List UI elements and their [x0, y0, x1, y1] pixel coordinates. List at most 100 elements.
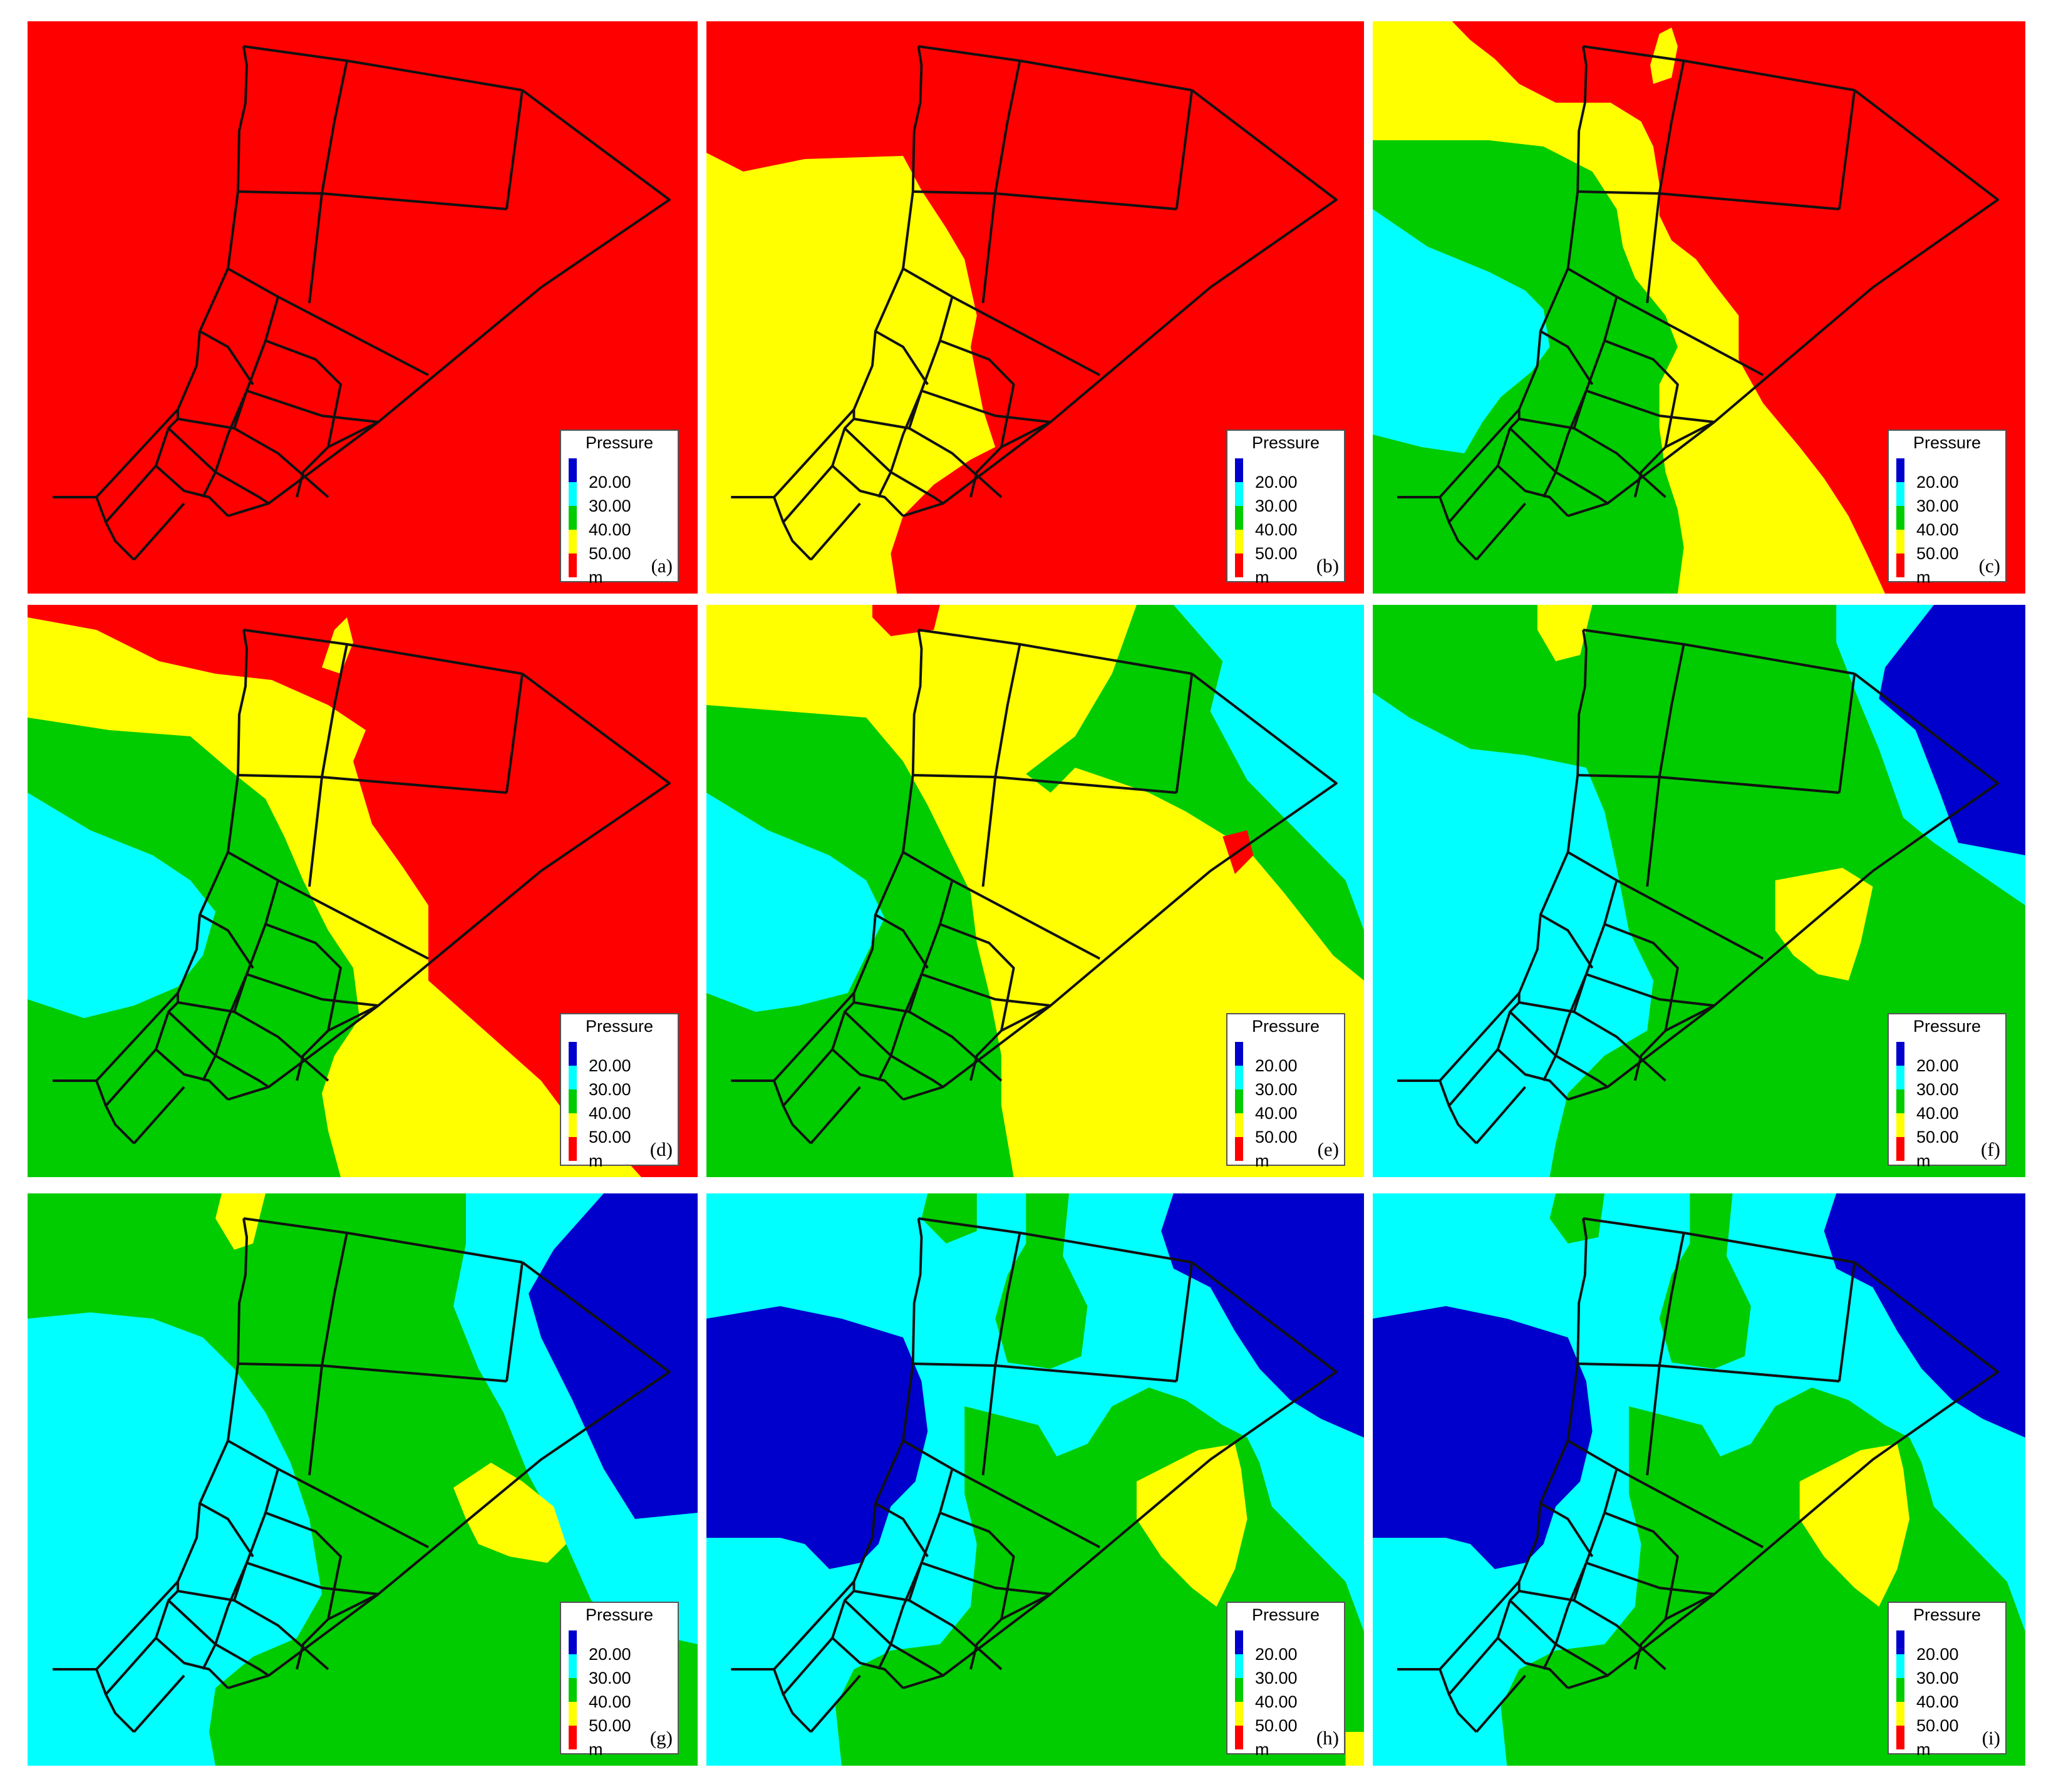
map-panel-h: Pressure 20.00 30.00 40.00 50.00 m (h): [706, 1193, 1364, 1766]
legend-color-swatch: [1896, 1042, 1904, 1066]
pipe-segment: [133, 1086, 185, 1145]
pipe-segment: [105, 465, 157, 523]
pipe-segment: [1001, 421, 1051, 448]
pipe-segment: [1583, 45, 1855, 91]
legend-tick-label: 20.00: [589, 1645, 631, 1664]
legend-color-swatch: [1235, 1113, 1243, 1137]
pipe-segment: [105, 1048, 157, 1107]
pipe-segment: [844, 1599, 944, 1677]
pipe-segment: [1586, 1562, 1715, 1595]
legend-tick-label: 40.00: [1255, 520, 1298, 539]
pipe-segment: [246, 389, 379, 423]
pipe-segment: [854, 418, 1003, 498]
pipe-segment: [505, 1262, 524, 1382]
panel-label: (h): [1316, 1727, 1339, 1749]
legend-color-swatch: [1235, 1630, 1243, 1654]
pipe-segment: [177, 1590, 329, 1671]
pipe-segment: [167, 1599, 270, 1677]
pipe-segment: [902, 89, 1338, 517]
pipe-segment: [810, 1674, 861, 1733]
pipe-segment: [1496, 629, 1588, 1050]
pipe-segment: [308, 1232, 348, 1476]
legend-color-swatch: [1896, 1702, 1904, 1726]
pipe-segment: [505, 673, 524, 793]
legend-tick-label: 20.00: [1916, 473, 1959, 492]
pipe-segment: [265, 923, 342, 1081]
legend-tick-label: 40.00: [589, 1692, 631, 1711]
pipe-segment: [1583, 1217, 1855, 1264]
pipe-segment: [877, 296, 954, 498]
legend-unit: m: [1255, 568, 1269, 587]
pipe-segment: [1539, 330, 1594, 386]
pipe-segment: [155, 1218, 248, 1639]
pipe-segment: [921, 389, 1051, 423]
pipe-segment: [95, 408, 179, 498]
pipe-segment: [328, 1004, 379, 1032]
panel-label: (e): [1317, 1138, 1339, 1160]
legend-color-swatch: [1235, 1654, 1243, 1678]
pipe-segment: [1448, 1637, 1499, 1696]
legend-tick-label: 30.00: [589, 497, 631, 515]
pipe-network: [1397, 1217, 2000, 1733]
legend-tick-label: 20.00: [589, 1056, 631, 1075]
pipe-segment: [133, 1674, 185, 1733]
pipe-segment: [202, 1468, 279, 1670]
pipe-segment: [1439, 1580, 1521, 1671]
pipe-segment: [199, 330, 254, 386]
pipe-segment: [874, 330, 929, 386]
pipe-segment: [1568, 672, 2000, 1101]
pipe-segment: [1001, 1593, 1051, 1620]
legend-unit: m: [1255, 1151, 1269, 1170]
legend-tick-label: 20.00: [1255, 1056, 1298, 1075]
legend-color-swatch: [1235, 1702, 1243, 1726]
legend-tick-label: 20.00: [1255, 473, 1298, 492]
legend-color-swatch: [569, 1089, 577, 1113]
legend-tick-label: 50.00: [589, 1716, 631, 1735]
pipe-segment: [810, 1086, 861, 1145]
legend-color-swatch: [1896, 1113, 1904, 1137]
legend-tick-label: 40.00: [1916, 520, 1959, 539]
pipe-segment: [233, 974, 248, 1012]
pressure-legend: Pressure 20.00 30.00 40.00 50.00 m (i): [1888, 1602, 2007, 1758]
legend-tick-label: 50.00: [589, 544, 631, 563]
panel-label: (d): [649, 1138, 673, 1160]
pipe-segment: [1539, 1502, 1594, 1558]
legend-unit: m: [589, 568, 603, 587]
pipe-segment: [155, 1048, 229, 1101]
pipe-segment: [912, 190, 1177, 210]
pressure-legend: Pressure 20.00 30.00 40.00 50.00 m (c): [1888, 430, 2007, 586]
map-panel-i: Pressure 20.00 30.00 40.00 50.00 m (i): [1373, 1193, 2025, 1766]
legend-color-swatch: [1896, 482, 1904, 506]
pipe-segment: [1509, 427, 1609, 505]
pipe-segment: [1578, 774, 1840, 794]
panel-label: (c): [1978, 555, 2000, 577]
panel-label: (b): [1316, 555, 1339, 577]
pipe-segment: [177, 418, 329, 498]
legend-tick-label: 30.00: [1255, 497, 1298, 515]
legend-color-swatch: [1235, 506, 1243, 530]
pipe-segment: [844, 427, 944, 505]
pipe-segment: [1542, 296, 1618, 498]
pressure-legend: Pressure 20.00 30.00 40.00 50.00 m (b): [1226, 430, 1345, 586]
pipe-segment: [1175, 90, 1194, 210]
pipe-segment: [907, 974, 923, 1012]
pipe-segment: [1001, 1004, 1051, 1032]
pressure-legend: Pressure 20.00 30.00 40.00 50.00 m (g): [560, 1602, 679, 1758]
pipe-segment: [874, 1502, 929, 1558]
pipe-segment: [237, 774, 507, 794]
legend-color-swatch: [1235, 482, 1243, 506]
legend-color-swatch: [1896, 1678, 1904, 1702]
pipe-segment: [1586, 389, 1715, 423]
pipe-segment: [1519, 418, 1666, 498]
legend-tick-label: 40.00: [1916, 1104, 1959, 1123]
pipe-segment: [939, 923, 1015, 1081]
legend-tick-label: 20.00: [1916, 1645, 1959, 1664]
pipe-segment: [1665, 1004, 1715, 1032]
legend-unit: m: [1916, 1740, 1931, 1759]
legend-color-swatch: [569, 1042, 577, 1066]
legend-color-swatch: [1235, 1726, 1243, 1749]
pipe-segment: [907, 1562, 923, 1601]
pipe-segment: [265, 1511, 342, 1670]
pipe-segment: [1604, 923, 1679, 1081]
panel-label: (f): [1981, 1138, 2000, 1160]
